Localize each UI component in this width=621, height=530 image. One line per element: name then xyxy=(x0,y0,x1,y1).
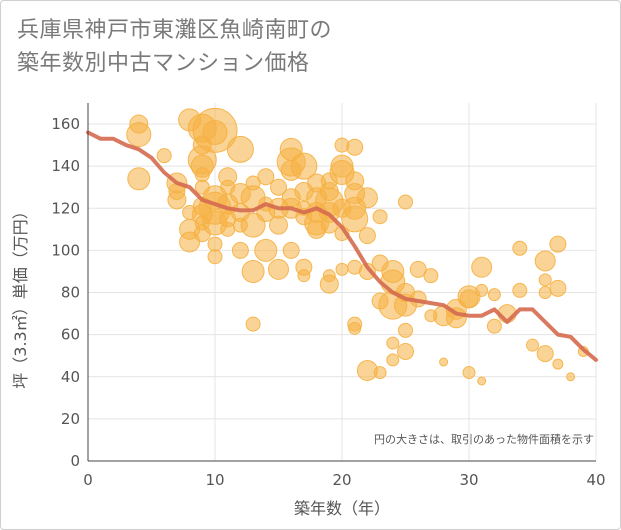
bubble-point xyxy=(207,249,223,265)
bubble-point xyxy=(257,168,275,186)
bubble-point xyxy=(348,321,362,335)
bubble-point xyxy=(358,227,376,245)
bubble-point xyxy=(526,338,539,352)
bubble-series xyxy=(126,107,589,386)
bubble-point xyxy=(486,318,502,334)
y-tick-label: 0 xyxy=(70,452,80,470)
bubble-point xyxy=(566,372,576,382)
bubble-point xyxy=(241,259,265,283)
trend-line-series xyxy=(86,130,598,362)
bubble-point xyxy=(290,152,318,180)
bubble-point xyxy=(254,238,278,262)
bubble-point xyxy=(207,236,223,252)
y-axis-label: 坪（3.3㎡）単価（万円） xyxy=(11,203,30,388)
bubble-point xyxy=(268,258,289,280)
bubble-point xyxy=(202,119,228,145)
bubble-point xyxy=(372,209,388,225)
bubble-point xyxy=(282,241,300,259)
bubble-point xyxy=(269,215,288,235)
x-axis-label: 築年数（年） xyxy=(294,499,390,518)
bubble-point xyxy=(341,205,369,233)
bubble-point xyxy=(536,345,554,363)
bubble-point xyxy=(167,190,187,210)
bubble-point xyxy=(220,221,236,237)
bubble-point xyxy=(552,358,564,370)
bubble-point xyxy=(398,194,413,210)
bubble-point xyxy=(477,376,487,386)
bubble-point xyxy=(512,282,528,298)
bubble-point xyxy=(194,167,210,183)
bubble-point xyxy=(346,138,364,156)
y-tick-label: 60 xyxy=(61,326,80,344)
y-tick-label: 100 xyxy=(51,241,80,259)
bubble-point xyxy=(423,268,439,284)
bubble-point xyxy=(231,241,249,259)
bubble-point xyxy=(471,256,493,278)
trend-line xyxy=(86,130,598,362)
bubble-point xyxy=(397,342,414,360)
chart-title: 兵庫県神戸市東灘区魚崎南町の 築年数別中古マンション価格 xyxy=(17,14,332,80)
y-tick-label: 160 xyxy=(51,115,80,133)
bubble-point xyxy=(439,357,449,367)
bubble-point xyxy=(335,262,349,276)
bubble-point xyxy=(398,322,413,338)
bubble-point xyxy=(409,260,427,278)
bubble-point xyxy=(245,316,261,332)
bubble-point xyxy=(319,274,339,294)
bubble-point xyxy=(538,286,552,300)
bubble-point xyxy=(487,288,501,302)
bubble-point xyxy=(475,283,489,297)
bubble-point xyxy=(156,148,172,164)
bubble-point xyxy=(126,122,152,148)
y-tick-label: 120 xyxy=(51,199,80,217)
bubble-point xyxy=(459,289,479,309)
bubble-point xyxy=(512,240,528,256)
x-tick-label: 20 xyxy=(332,471,351,489)
bubble-point xyxy=(386,336,400,350)
x-tick-label: 30 xyxy=(459,471,478,489)
bubble-point xyxy=(549,235,567,253)
axes: 0 20 40 60 80 100 120 140 160 0 10 20 30 40 xyxy=(51,103,606,489)
x-tick-label: 40 xyxy=(586,471,605,489)
y-tick-label: 40 xyxy=(61,368,80,386)
y-tick-label: 20 xyxy=(61,410,80,428)
bubble-point xyxy=(538,273,552,287)
x-tick-label: 0 xyxy=(83,471,93,489)
bubble-point xyxy=(226,135,254,163)
x-tick-label: 10 xyxy=(205,471,224,489)
chart-title-line-1: 兵庫県神戸市東灘区魚崎南町の xyxy=(17,18,333,43)
bubble-point xyxy=(297,269,311,283)
chart-title-line-2: 築年数別中古マンション価格 xyxy=(17,51,310,76)
bubble-point xyxy=(373,366,387,380)
y-tick-label: 140 xyxy=(51,157,80,175)
bubble-point xyxy=(386,353,400,367)
size-legend-note: 円の大きさは、取引のあった物件面積を示す xyxy=(374,432,594,446)
bubble-point xyxy=(270,178,287,196)
bubble-point xyxy=(534,250,556,272)
bubble-point xyxy=(462,366,476,380)
y-tick-label: 80 xyxy=(61,284,80,302)
bubble-point xyxy=(356,187,378,209)
bubble-point xyxy=(549,279,567,297)
bubble-point xyxy=(127,167,151,191)
